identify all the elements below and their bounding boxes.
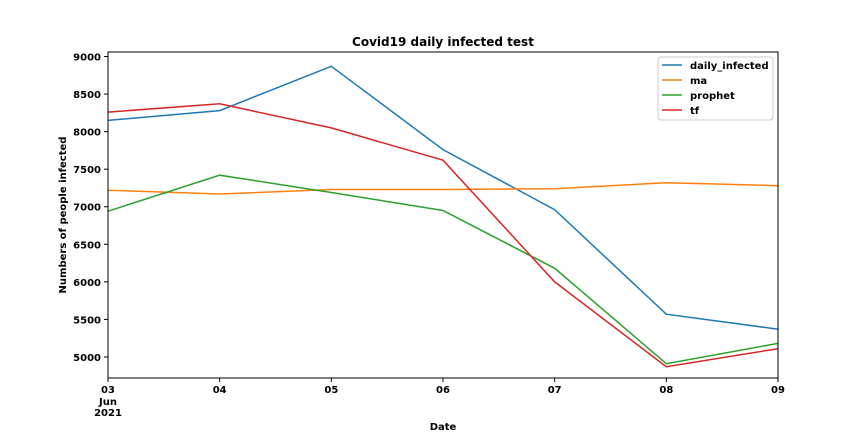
legend-label: prophet bbox=[690, 91, 735, 102]
series-line-daily-infected bbox=[107, 65, 779, 330]
series-line-ma bbox=[107, 181, 779, 195]
x-tick-label: 03 bbox=[101, 385, 115, 396]
series-line-tf bbox=[107, 103, 779, 368]
legend-label: ma bbox=[690, 76, 707, 87]
x-tick-label: 08 bbox=[659, 385, 673, 396]
chart-title: Covid19 daily infected test bbox=[352, 35, 534, 49]
y-axis-label: Numbers of people infected bbox=[58, 137, 69, 294]
y-tick-label: 6500 bbox=[73, 240, 101, 251]
x-tick-sublabel: 2021 bbox=[94, 408, 122, 419]
x-tick-label: 04 bbox=[213, 385, 227, 396]
legend-label: daily_infected bbox=[690, 61, 769, 72]
legend-box bbox=[657, 56, 774, 121]
y-tick-label: 7000 bbox=[73, 203, 101, 214]
y-tick-label: 9000 bbox=[73, 53, 101, 64]
x-axis-label: Date bbox=[430, 422, 457, 432]
x-tick-label: 09 bbox=[771, 385, 785, 396]
y-tick-label: 8500 bbox=[73, 90, 101, 101]
y-tick-label: 8000 bbox=[73, 128, 101, 139]
x-tick-label: 06 bbox=[436, 385, 450, 396]
series-line-prophet bbox=[107, 174, 779, 365]
x-tick-sublabel: Jun bbox=[98, 397, 117, 408]
y-tick-label: 5000 bbox=[73, 353, 101, 364]
y-tick-label: 5500 bbox=[73, 315, 101, 326]
x-tick-label: 07 bbox=[548, 385, 562, 396]
y-axis: 5000 5500 6000 6500 7000 7500 8000 8500 9000 bbox=[73, 53, 108, 364]
legend-label: tf bbox=[690, 106, 700, 117]
y-tick-label: 6000 bbox=[73, 278, 101, 289]
y-tick-label: 7500 bbox=[73, 165, 101, 176]
x-tick-label: 05 bbox=[324, 385, 338, 396]
series-layer bbox=[107, 65, 779, 368]
